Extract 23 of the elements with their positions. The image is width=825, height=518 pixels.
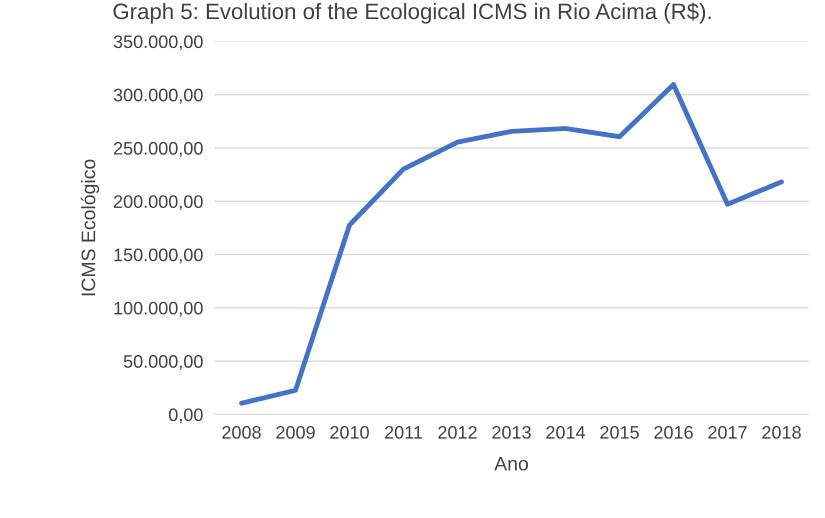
y-tick-label: 300.000,00 xyxy=(114,88,203,104)
x-tick-label: 2009 xyxy=(276,426,315,439)
y-tick-label: 200.000,00 xyxy=(114,195,203,210)
x-tick-label: 2013 xyxy=(492,426,531,439)
y-tick-label: 150.000,00 xyxy=(114,248,203,264)
x-tick-label: 2017 xyxy=(708,426,747,439)
x-tick-label: 2011 xyxy=(384,426,422,439)
x-axis-title: Ano xyxy=(494,456,528,471)
y-tick-label: 350.000,00 xyxy=(114,35,203,50)
x-tick-label: 2018 xyxy=(762,426,801,439)
y-axis-title: ICMS Ecológico xyxy=(80,160,100,296)
x-tick-label: 2016 xyxy=(654,426,693,439)
line-series xyxy=(239,82,784,406)
y-tick-label: 250.000,00 xyxy=(114,142,203,157)
y-tick-label: 0,00 xyxy=(168,408,203,424)
x-tick-label: 2008 xyxy=(222,426,261,439)
x-tick-label: 2012 xyxy=(438,426,477,439)
x-tick-label: 2014 xyxy=(546,426,586,439)
y-tick-label: 100.000,00 xyxy=(114,302,203,317)
x-tick-label: 2015 xyxy=(600,426,639,439)
x-tick-label: 2010 xyxy=(330,426,369,439)
chart-title: Graph 5: Evolution of the Ecological ICMS in Rio Acima (R$). xyxy=(114,2,711,24)
y-tick-label: 50.000,00 xyxy=(124,355,203,370)
